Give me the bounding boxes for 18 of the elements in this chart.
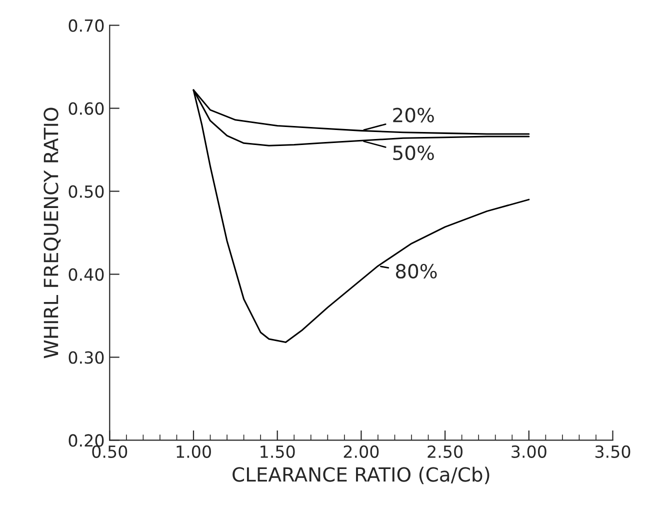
legend-label: 80% — [396, 264, 437, 279]
legend-label: 20% — [393, 108, 434, 122]
y-tick-label: 0.40 — [68, 268, 104, 281]
y-axis-title: WHIRL FREQUENCY RATIO — [44, 108, 61, 358]
y-tick-label: 0.20 — [68, 434, 104, 447]
x-tick-label: 2.50 — [428, 445, 462, 458]
legend-label: 50% — [393, 145, 434, 160]
x-tick-label: 0.50 — [92, 445, 128, 458]
y-tick-label: 0.50 — [68, 185, 104, 198]
x-tick-label: 1.50 — [260, 445, 295, 458]
x-axis-title: CLEARANCE RATIO (Ca/Cb) — [232, 466, 490, 484]
x-tick-label: 3.00 — [512, 445, 546, 458]
x-tick-label: 1.00 — [176, 445, 211, 458]
x-tick-label: 3.50 — [595, 445, 630, 458]
y-tick-label: 0.60 — [68, 102, 104, 115]
y-tick-label: 0.70 — [68, 19, 104, 32]
x-tick-label: 2.00 — [344, 445, 379, 458]
y-tick-label: 0.30 — [68, 351, 104, 364]
